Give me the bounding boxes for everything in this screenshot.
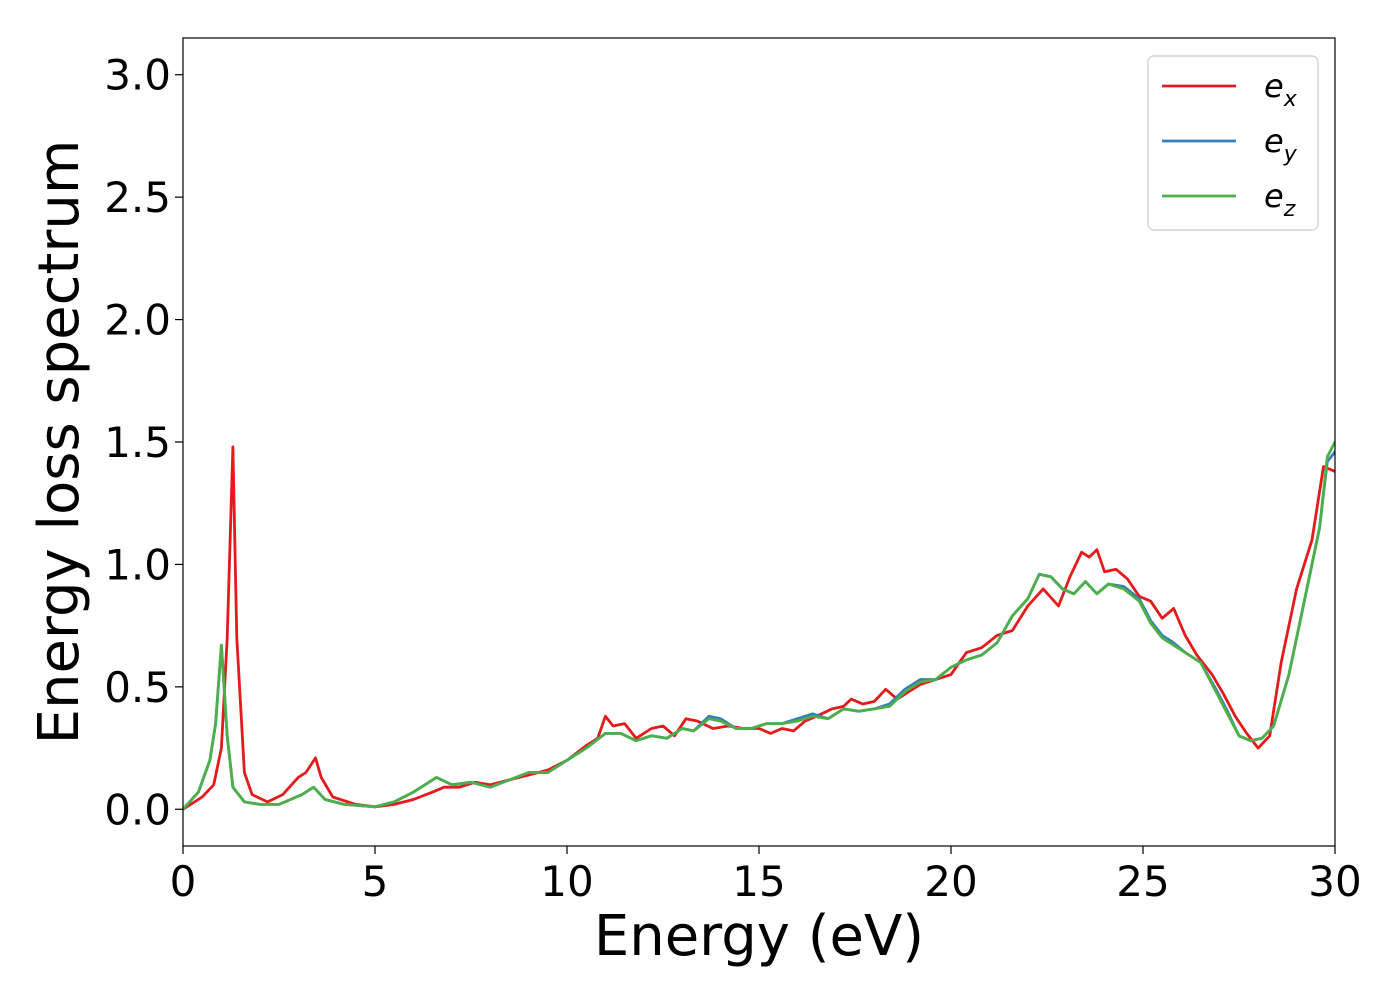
y-tick-label: 1.0 bbox=[104, 540, 171, 589]
x-tick-label: 20 bbox=[924, 857, 977, 906]
x-tick-label: 25 bbox=[1116, 857, 1169, 906]
x-tick-label: 15 bbox=[732, 857, 785, 906]
legend: ex ey ez bbox=[1147, 55, 1319, 231]
x-tick-label: 0 bbox=[170, 857, 197, 906]
x-tick-label: 10 bbox=[540, 857, 593, 906]
y-tick-label: 2.5 bbox=[104, 173, 171, 222]
x-tick-label: 5 bbox=[362, 857, 389, 906]
series-line-y bbox=[183, 450, 1335, 811]
x-axis-title: Energy (eV) bbox=[594, 904, 924, 969]
y-tick-label: 1.5 bbox=[104, 418, 171, 467]
y-tick-label: 2.0 bbox=[104, 296, 171, 345]
legend-label-z: ez bbox=[1264, 177, 1296, 222]
series-line-x bbox=[183, 445, 1335, 811]
x-axis: 0 5 10 15 20 25 30 bbox=[170, 846, 1362, 906]
legend-box bbox=[1147, 55, 1319, 231]
y-tick-label: 3.0 bbox=[104, 51, 171, 100]
y-tick-label: 0.0 bbox=[104, 785, 171, 834]
series-layer bbox=[183, 440, 1335, 811]
y-axis: 0.0 0.5 1.0 1.5 2.0 2.5 3.0 bbox=[104, 51, 183, 834]
x-tick-label: 30 bbox=[1308, 857, 1361, 906]
y-tick-label: 0.5 bbox=[104, 663, 171, 712]
legend-label-y: ey bbox=[1264, 122, 1298, 167]
series-line-z bbox=[183, 440, 1335, 811]
y-axis-title: Energy loss spectrum bbox=[27, 140, 92, 745]
legend-label-x: ex bbox=[1264, 67, 1298, 112]
